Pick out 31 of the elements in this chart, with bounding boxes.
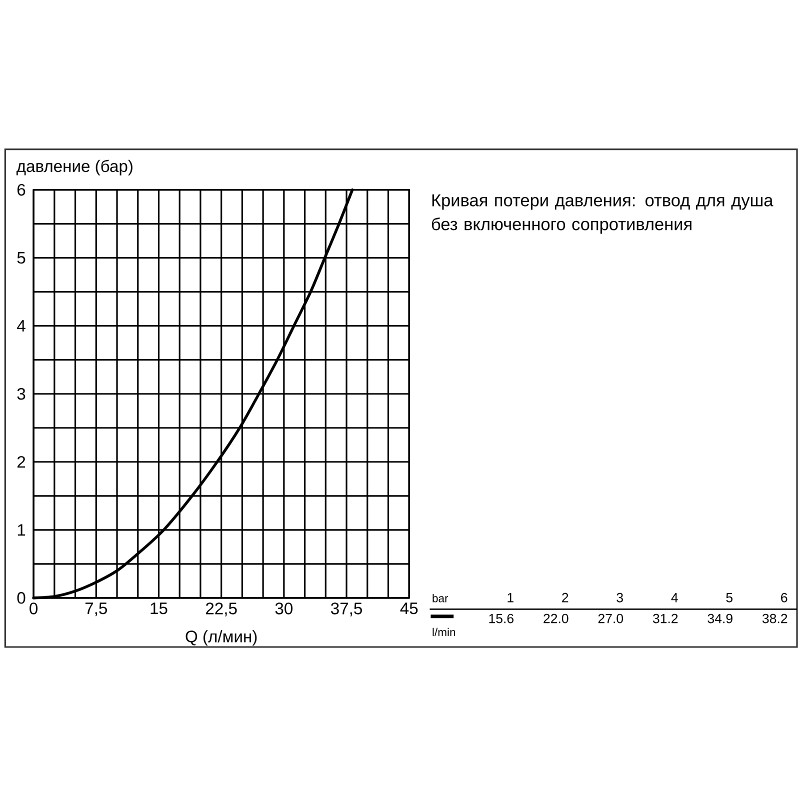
x-tick-label: 37,5 xyxy=(331,602,362,616)
text: l/min xyxy=(432,628,456,636)
text: 31.2 xyxy=(652,614,678,624)
text: Кривая потери давления: отвод для душа без включенного сопротивления xyxy=(432,194,774,234)
x-tick-label: 0 xyxy=(30,602,38,614)
text: 3 xyxy=(616,592,623,602)
x-tick-label: 22,5 xyxy=(206,602,237,616)
text: 4 xyxy=(671,592,678,602)
text: 15.6 xyxy=(489,614,514,624)
y-tick-label: 0 xyxy=(17,592,26,604)
y-tick-label: 1 xyxy=(18,524,26,536)
y-tick-label: 2 xyxy=(17,456,26,468)
text: 1 xyxy=(508,592,514,602)
x-tick-label: 15 xyxy=(150,602,168,614)
y-tick-label: 3 xyxy=(17,388,26,400)
x-tick-label: 7,5 xyxy=(85,602,107,616)
text: 22.0 xyxy=(544,614,568,624)
y-tick-label: 6 xyxy=(17,184,26,196)
text: 27.0 xyxy=(598,614,624,624)
text: 34.9 xyxy=(708,614,732,624)
x-tick-label: 45 xyxy=(400,602,418,614)
y-tick-label: 4 xyxy=(17,320,26,332)
text: 5 xyxy=(726,592,732,602)
text: bar xyxy=(432,594,448,602)
y-tick-label: 5 xyxy=(17,252,26,264)
text: 38.2 xyxy=(762,614,788,624)
x-tick-label: 30 xyxy=(275,602,292,614)
text: 6 xyxy=(781,592,788,602)
x-axis-title: Q (л/мин) xyxy=(186,630,257,646)
text: 2 xyxy=(562,592,568,602)
y-axis-title: давление (бар) xyxy=(16,160,132,176)
